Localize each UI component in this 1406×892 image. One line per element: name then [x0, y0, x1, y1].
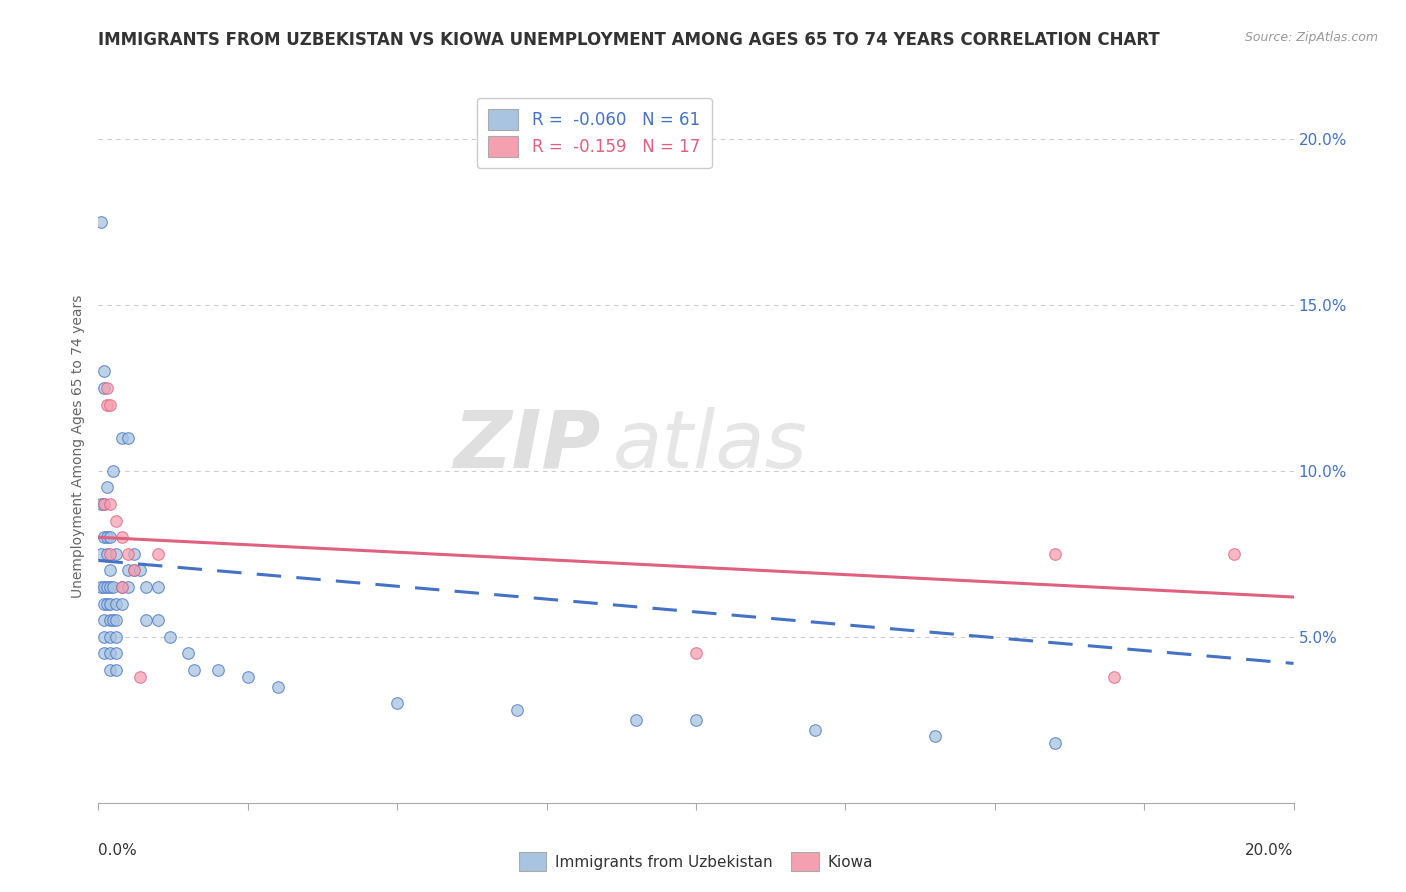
Point: [105, 630, 128, 644]
Point: [90, 580, 112, 594]
Point: [129, 670, 152, 684]
Point: [93, 647, 115, 661]
Text: 20.0%: 20.0%: [1246, 843, 1294, 858]
Point: [159, 630, 181, 644]
Point: [100, 497, 122, 511]
Y-axis label: Unemployment Among Ages 65 to 74 years: Unemployment Among Ages 65 to 74 years: [72, 294, 86, 598]
Point: [117, 564, 139, 578]
Point: [105, 597, 128, 611]
Point: [100, 630, 122, 644]
Point: [103, 580, 125, 594]
Point: [124, 564, 146, 578]
Point: [236, 670, 259, 684]
Point: [177, 647, 200, 661]
Point: [90, 215, 112, 229]
Point: [103, 464, 125, 478]
Point: [111, 530, 134, 544]
Point: [111, 580, 134, 594]
Point: [96, 547, 118, 561]
Point: [100, 547, 122, 561]
Point: [1043, 547, 1066, 561]
Point: [804, 723, 827, 737]
Point: [105, 647, 128, 661]
Point: [93, 597, 115, 611]
Point: [105, 547, 128, 561]
Point: [96, 580, 118, 594]
Point: [93, 497, 115, 511]
Point: [685, 713, 707, 727]
Point: [100, 530, 122, 544]
Point: [96, 597, 118, 611]
Point: [96, 381, 118, 395]
Point: [135, 580, 157, 594]
Point: [1104, 670, 1126, 684]
Point: [117, 547, 139, 561]
Point: [148, 580, 170, 594]
Point: [93, 613, 115, 627]
Point: [111, 597, 134, 611]
Point: [93, 530, 115, 544]
Point: [183, 663, 205, 677]
Point: [506, 703, 529, 717]
Point: [90, 497, 112, 511]
Point: [124, 547, 146, 561]
Point: [100, 597, 122, 611]
Point: [93, 630, 115, 644]
Point: [100, 647, 122, 661]
Point: [100, 663, 122, 677]
Text: 0.0%: 0.0%: [98, 843, 138, 858]
Point: [103, 613, 125, 627]
Point: [924, 730, 946, 744]
Text: IMMIGRANTS FROM UZBEKISTAN VS KIOWA UNEMPLOYMENT AMONG AGES 65 TO 74 YEARS CORRE: IMMIGRANTS FROM UZBEKISTAN VS KIOWA UNEM…: [98, 31, 1160, 49]
Point: [385, 696, 409, 710]
Point: [111, 580, 134, 594]
Point: [90, 547, 112, 561]
Point: [96, 530, 118, 544]
Point: [117, 580, 139, 594]
Point: [96, 481, 118, 495]
Point: [685, 647, 707, 661]
Point: [93, 381, 115, 395]
Point: [148, 547, 170, 561]
Point: [117, 431, 139, 445]
Point: [1043, 736, 1066, 750]
Point: [1223, 547, 1246, 561]
Point: [626, 713, 648, 727]
Point: [148, 613, 170, 627]
Point: [267, 680, 290, 694]
Point: [105, 613, 128, 627]
Text: ZIP: ZIP: [453, 407, 600, 485]
Point: [135, 613, 157, 627]
Text: Source: ZipAtlas.com: Source: ZipAtlas.com: [1244, 31, 1378, 45]
Point: [111, 431, 134, 445]
Point: [100, 397, 122, 411]
Point: [105, 663, 128, 677]
Point: [100, 613, 122, 627]
Point: [129, 564, 152, 578]
Point: [93, 364, 115, 378]
Point: [93, 497, 115, 511]
Text: atlas: atlas: [613, 407, 807, 485]
Point: [124, 564, 146, 578]
Point: [100, 580, 122, 594]
Point: [207, 663, 229, 677]
Point: [100, 564, 122, 578]
Point: [96, 397, 118, 411]
Legend: Immigrants from Uzbekistan, Kiowa: Immigrants from Uzbekistan, Kiowa: [512, 847, 880, 877]
Point: [105, 514, 128, 528]
Point: [93, 580, 115, 594]
